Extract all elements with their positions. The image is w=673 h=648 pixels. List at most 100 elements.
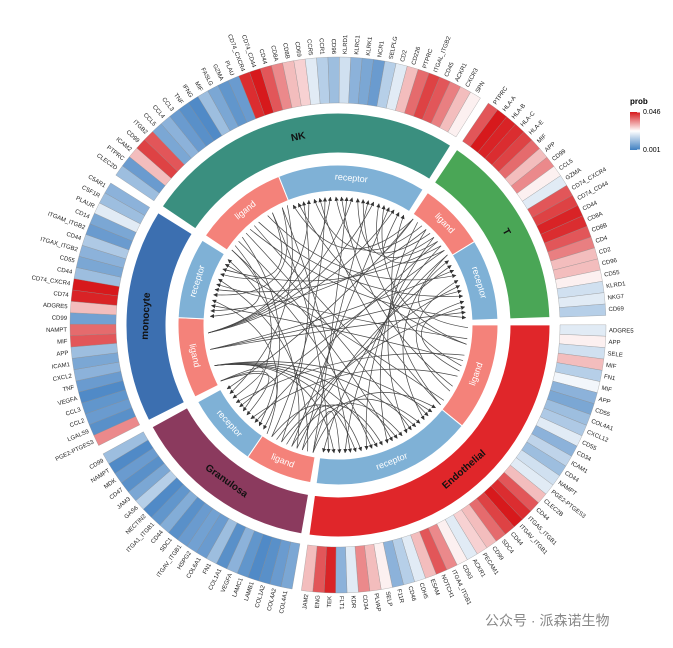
gene-label: CD8A xyxy=(587,211,604,223)
role-segment xyxy=(278,164,424,213)
link xyxy=(209,249,261,319)
gene-label: CD99 xyxy=(490,546,504,563)
gene-label: CD99 xyxy=(89,458,106,471)
link xyxy=(381,205,467,345)
link xyxy=(267,215,457,281)
legend-tick-label: 0.046 xyxy=(643,109,661,116)
gene-label: ESAM xyxy=(429,578,441,596)
gene-label: KLRD1 xyxy=(606,281,627,290)
heatmap-cell xyxy=(447,91,481,138)
sector-band xyxy=(151,407,310,535)
gene-label: CD44 xyxy=(56,267,73,276)
gene-label: SPN xyxy=(475,81,486,95)
gene-label: CD34 xyxy=(575,451,592,464)
gene-label: ICAM1 xyxy=(51,362,71,371)
heatmap-cell xyxy=(559,303,606,318)
gene-label: CD44 xyxy=(257,49,267,66)
gene-label: TEK xyxy=(327,596,333,608)
link xyxy=(222,245,442,282)
gene-label: CD8B xyxy=(281,43,290,60)
gene-label: PLAU xyxy=(223,60,235,77)
gene-label: CCR1 xyxy=(317,38,324,55)
gene-label: CD2 xyxy=(400,49,409,63)
gene-label: CD55 xyxy=(59,255,76,265)
gene-label: TNF xyxy=(172,93,184,106)
link xyxy=(292,204,414,250)
link xyxy=(272,212,331,454)
gene-label: CD47 xyxy=(109,487,125,501)
link xyxy=(218,278,309,452)
gene-label: CD14 xyxy=(74,209,91,221)
gene-label: PTPRC xyxy=(422,48,434,70)
link xyxy=(226,218,414,390)
gene-label: CD69 xyxy=(608,306,624,313)
heatmap-cell xyxy=(301,544,318,592)
link xyxy=(312,410,342,454)
gene-label: PLAUR xyxy=(75,196,96,210)
link xyxy=(415,280,459,392)
gene-label: PGE2-PTGES3 xyxy=(550,490,587,521)
sector-band xyxy=(433,148,551,320)
gene-label: ADGRE5 xyxy=(43,303,69,311)
link xyxy=(220,370,270,416)
heatmap-cell xyxy=(335,546,348,594)
gene-label: SELP xyxy=(384,591,393,607)
colorbar xyxy=(630,112,640,150)
link xyxy=(421,300,465,372)
link xyxy=(276,305,466,440)
gene-label: CD96 xyxy=(601,258,618,267)
gene-label: CD4 xyxy=(595,235,609,245)
link xyxy=(224,263,445,401)
link xyxy=(210,229,427,313)
gene-label: CD55 xyxy=(604,270,621,279)
gene-label: NCR1 xyxy=(377,40,386,58)
gene-label: CCR5 xyxy=(305,39,313,57)
gene-label: CCL4 xyxy=(151,104,166,120)
gene-label: COL4A1 xyxy=(279,590,289,614)
link xyxy=(234,245,272,412)
gene-label: CD44 xyxy=(65,232,82,243)
link xyxy=(281,404,383,446)
sector-label: T xyxy=(500,227,513,238)
gene-label: NKG7 xyxy=(607,294,625,302)
link xyxy=(220,373,278,430)
gene-label: VEGFA xyxy=(221,573,234,594)
gene-label: VEGFA xyxy=(57,396,78,407)
gene-label: CCL5 xyxy=(142,112,157,128)
link xyxy=(214,361,433,413)
gene-label: CD99 xyxy=(551,148,567,163)
role-label: ligand xyxy=(187,343,202,369)
gene-label: LAMB1 xyxy=(244,581,256,602)
gene-label: CD226 xyxy=(411,46,422,66)
gene-label: CD55 xyxy=(581,440,598,452)
gene-label: CDH5 xyxy=(418,582,429,600)
link xyxy=(312,196,349,453)
link xyxy=(271,404,362,452)
link xyxy=(383,212,414,252)
gene-label: FN1 xyxy=(603,374,616,382)
gene-label: NOTCH1 xyxy=(439,574,454,600)
gene-label: CCL3 xyxy=(160,97,175,113)
link xyxy=(220,212,283,280)
link xyxy=(210,310,466,350)
gene-label: KLRD1 xyxy=(343,34,350,54)
gene-label: KLRK1 xyxy=(366,36,374,56)
link xyxy=(245,232,412,431)
gene-label: MIF xyxy=(193,81,204,93)
link xyxy=(250,368,458,420)
gene-label: CCL5 xyxy=(558,158,575,172)
link xyxy=(214,237,435,293)
gene-label: CD8B xyxy=(591,223,608,234)
link xyxy=(418,260,469,329)
link xyxy=(210,289,462,350)
sector-band xyxy=(125,211,193,422)
gene-label: SELPLG xyxy=(389,36,400,60)
gene-label: ACKR1 xyxy=(455,62,469,83)
link xyxy=(238,240,393,442)
link xyxy=(210,269,455,350)
gene-label: CD45 xyxy=(444,61,456,78)
gene-label: COL1A2 xyxy=(255,584,267,608)
gene-label: CD44 xyxy=(582,200,599,212)
